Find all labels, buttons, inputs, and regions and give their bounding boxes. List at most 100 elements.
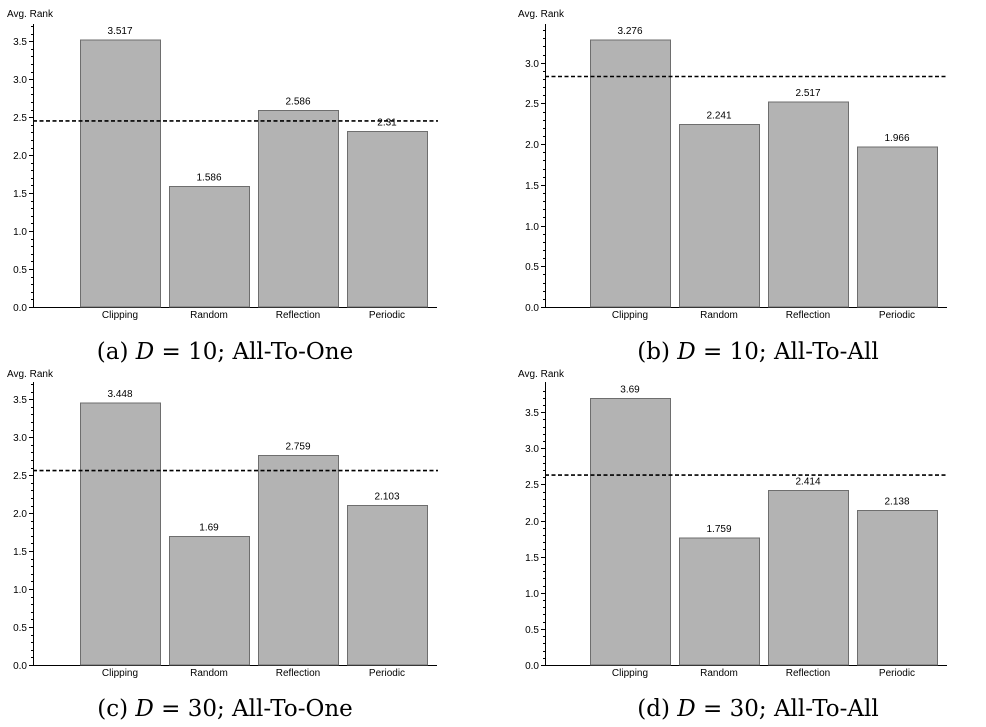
bar-periodic bbox=[347, 131, 428, 308]
y-axis-label: Avg. Rank bbox=[518, 369, 565, 380]
y-tick-label: 3.0 bbox=[13, 75, 27, 86]
caption-description: = 10; All-To-One bbox=[154, 339, 353, 365]
bar-value-label: 3.69 bbox=[620, 384, 640, 395]
x-tick-label: Random bbox=[700, 668, 738, 679]
y-tick-label: 0.5 bbox=[525, 625, 539, 636]
bar-value-label: 3.276 bbox=[617, 26, 642, 37]
caption-description: = 10; All-To-All bbox=[696, 339, 879, 365]
caption-prefix: (b) bbox=[637, 339, 677, 365]
chart-panel-a: Avg. Rank 0.0 0.5 1.0 1.5 2.0 2.5 3.0 3.5 3.517 Cl… bbox=[7, 9, 438, 365]
bar-random bbox=[169, 186, 250, 308]
x-tick-label: Clipping bbox=[612, 668, 648, 679]
y-tick-label: 2.5 bbox=[525, 99, 539, 110]
chart-panel-c: Avg. Rank 0.0 0.5 1.0 1.5 2.0 2.5 3.0 3.5 3.448 Cl… bbox=[7, 369, 438, 722]
subfigure-caption: (d) D = 30; All-To-All bbox=[637, 696, 878, 722]
x-tick-label: Clipping bbox=[102, 668, 138, 679]
bar-value-label: 1.966 bbox=[884, 133, 909, 144]
x-tick-label: Reflection bbox=[786, 310, 830, 321]
y-tick-label: 1.0 bbox=[525, 222, 539, 233]
y-tick-label: 3.5 bbox=[13, 37, 27, 48]
bar-clipping bbox=[80, 402, 161, 666]
bar-reflection bbox=[768, 490, 849, 666]
y-tick-label: 1.5 bbox=[525, 181, 539, 192]
bar-value-label: 2.103 bbox=[374, 491, 399, 502]
x-tick-label: Reflection bbox=[276, 668, 320, 679]
bar-value-label: 3.517 bbox=[107, 26, 132, 37]
y-tick-label: 0.5 bbox=[525, 262, 539, 273]
y-tick-label: 1.0 bbox=[13, 227, 27, 238]
x-tick-label: Reflection bbox=[276, 310, 320, 321]
bar-reflection bbox=[258, 110, 339, 308]
bar-value-label: 2.517 bbox=[795, 88, 820, 99]
x-tick-label: Periodic bbox=[369, 668, 405, 679]
y-tick-label: 3.0 bbox=[13, 433, 27, 444]
bar-periodic bbox=[347, 504, 428, 666]
caption-variable: D bbox=[135, 339, 154, 365]
bar-periodic bbox=[857, 510, 938, 666]
y-tick-label: 2.0 bbox=[525, 517, 539, 528]
bar-value-label: 3.448 bbox=[107, 389, 132, 400]
bar-value-label: 2.138 bbox=[884, 497, 909, 508]
x-tick-label: Reflection bbox=[786, 668, 830, 679]
y-tick-label: 0.0 bbox=[13, 303, 27, 314]
bar-value-label: 1.69 bbox=[199, 523, 219, 534]
bar-value-label: 2.31 bbox=[377, 118, 397, 129]
caption-variable: D bbox=[134, 696, 153, 722]
y-tick-label: 2.5 bbox=[525, 480, 539, 491]
x-tick-label: Random bbox=[700, 310, 738, 321]
bar-value-label: 2.241 bbox=[706, 110, 731, 121]
bar-clipping bbox=[590, 39, 671, 308]
y-tick-label: 2.5 bbox=[13, 471, 27, 482]
bar-random bbox=[679, 123, 760, 308]
caption-description: = 30; All-To-All bbox=[696, 696, 879, 722]
chart-panel-b: Avg. Rank 0.0 0.5 1.0 1.5 2.0 2.5 3.0 3.276 Clipp… bbox=[518, 9, 948, 365]
y-axis-label: Avg. Rank bbox=[7, 369, 54, 380]
caption-prefix: (c) bbox=[97, 696, 135, 722]
x-tick-label: Random bbox=[190, 310, 228, 321]
bar-reflection bbox=[258, 454, 339, 666]
y-tick-label: 0.0 bbox=[13, 661, 27, 672]
bar-value-label: 1.759 bbox=[706, 524, 731, 535]
x-tick-label: Random bbox=[190, 668, 228, 679]
bar-value-label: 2.414 bbox=[795, 477, 820, 488]
y-tick-label: 1.0 bbox=[525, 589, 539, 600]
y-tick-label: 1.5 bbox=[13, 547, 27, 558]
y-tick-label: 2.0 bbox=[13, 151, 27, 162]
y-tick-label: 0.0 bbox=[525, 661, 539, 672]
y-tick-label: 0.5 bbox=[13, 265, 27, 276]
y-tick-label: 3.5 bbox=[525, 408, 539, 419]
y-tick-label: 2.0 bbox=[525, 140, 539, 151]
bar-clipping bbox=[80, 39, 161, 308]
caption-variable: D bbox=[676, 696, 695, 722]
bar-value-label: 2.586 bbox=[285, 97, 310, 108]
y-tick-label: 0.0 bbox=[525, 303, 539, 314]
caption-prefix: (a) bbox=[97, 339, 136, 365]
y-tick-label: 1.0 bbox=[13, 585, 27, 596]
x-tick-label: Periodic bbox=[879, 310, 915, 321]
bar-value-label: 2.759 bbox=[285, 441, 310, 452]
bar-random bbox=[679, 537, 760, 666]
bar-value-label: 1.586 bbox=[196, 173, 221, 184]
y-tick-label: 1.5 bbox=[525, 553, 539, 564]
y-tick-label: 0.5 bbox=[13, 623, 27, 634]
x-tick-label: Periodic bbox=[369, 310, 405, 321]
bar-periodic bbox=[857, 146, 938, 308]
y-tick-label: 3.0 bbox=[525, 444, 539, 455]
y-axis-label: Avg. Rank bbox=[7, 9, 54, 20]
x-tick-label: Clipping bbox=[612, 310, 648, 321]
chart-panel-d: Avg. Rank 0.0 0.5 1.0 1.5 2.0 2.5 3.0 3.5 3.69 Cli… bbox=[518, 369, 948, 722]
y-tick-label: 3.0 bbox=[525, 59, 539, 70]
x-tick-label: Periodic bbox=[879, 668, 915, 679]
bar-reflection bbox=[768, 101, 849, 308]
bar-clipping bbox=[590, 397, 671, 666]
caption-variable: D bbox=[676, 339, 695, 365]
subfigure-caption: (a) D = 10; All-To-One bbox=[97, 339, 353, 365]
subfigure-caption: (b) D = 10; All-To-All bbox=[637, 339, 878, 365]
caption-description: = 30; All-To-One bbox=[154, 696, 353, 722]
y-tick-label: 2.5 bbox=[13, 113, 27, 124]
y-tick-label: 2.0 bbox=[13, 509, 27, 520]
bar-random bbox=[169, 536, 250, 666]
y-tick-label: 1.5 bbox=[13, 189, 27, 200]
caption-prefix: (d) bbox=[637, 696, 677, 722]
